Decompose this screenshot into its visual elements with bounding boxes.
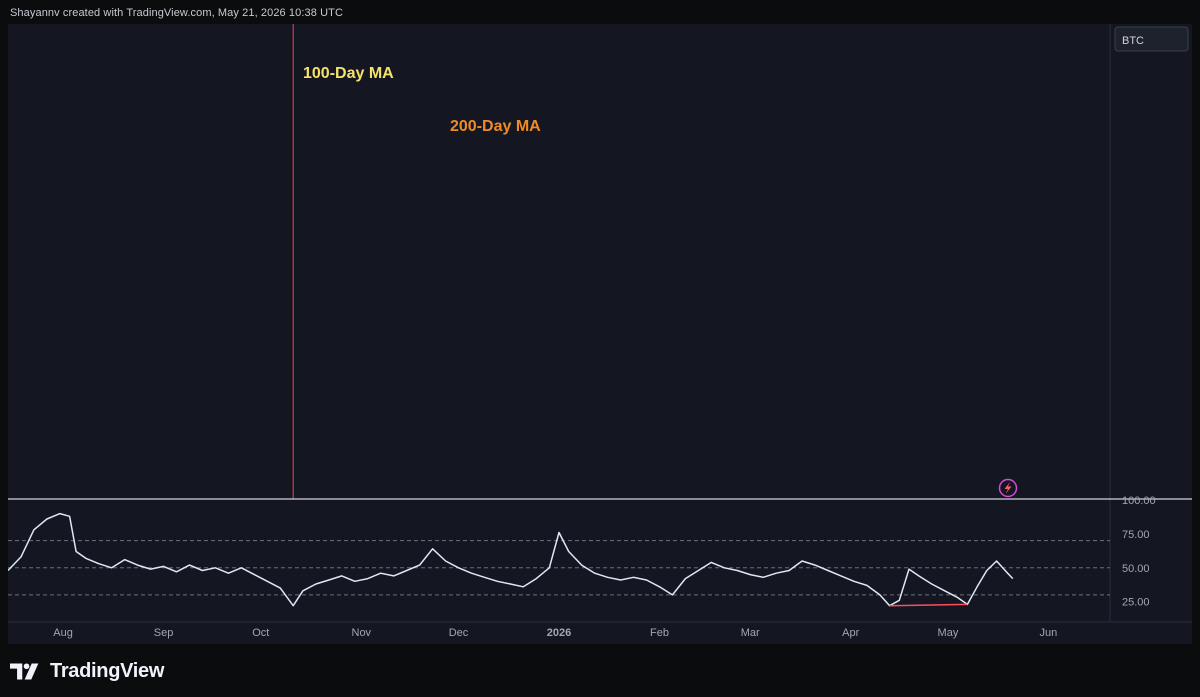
time-tick-label: Mar (741, 627, 760, 639)
time-tick-label: Nov (352, 627, 372, 639)
time-tick-label: Oct (252, 627, 269, 639)
rsi-tick-label: 100.00 (1122, 495, 1156, 507)
chart-attribution: Shayannv created with TradingView.com, M… (10, 7, 344, 19)
alert-lightning-bolt (1004, 482, 1012, 494)
rsi-divergence-line (889, 603, 968, 607)
alert-lightning-circle (998, 478, 1018, 498)
alert-lightning-icon (998, 478, 1018, 498)
candlesticks (292, 0, 294, 499)
time-tick-label: May (938, 627, 959, 639)
rsi-line (7, 512, 1014, 607)
ma200-label: 200-Day MA (450, 118, 541, 135)
time-tick-label: Aug (53, 627, 73, 639)
time-tick-label: Sep (154, 627, 174, 639)
time-tick-label: Apr (842, 627, 859, 639)
ma100-label: 100-Day MA (303, 65, 394, 82)
time-tick-label: Dec (449, 627, 469, 639)
rsi-tick-label: 75.00 (1122, 529, 1150, 541)
time-tick-label: Jun (1040, 627, 1058, 639)
chart-frame[interactable]: 100-Day MA 200-Day MA BTC0.000026000.0000… (7, 0, 1192, 644)
symbol-box (1114, 26, 1189, 52)
annotations: 100-Day MA 200-Day MA (303, 65, 541, 135)
rsi-panel: 100.00 75.00 50.00 25.00 (7, 495, 1192, 609)
symbol-label: BTC (1122, 35, 1144, 47)
brand[interactable]: TradingView (10, 659, 164, 683)
rsi-tick-label: 50.00 (1122, 563, 1150, 575)
time-tick-label: 2026 (547, 627, 571, 639)
time-tick-label: Feb (650, 627, 669, 639)
price-chart[interactable]: 100-Day MA 200-Day MA BTC0.000026000.0000… (7, 0, 1192, 644)
price-axis: BTC0.000026000.000025000.000024000.00002… (998, 24, 1192, 644)
price-axis-background (1110, 24, 1192, 644)
rsi-tick-label: 25.00 (1122, 597, 1150, 609)
tradingview-logo-icon (10, 663, 39, 680)
brand-name: TradingView (50, 659, 165, 682)
time-axis: Aug Sep Oct Nov Dec 2026 Feb Mar Apr May Jun (8, 621, 1192, 639)
